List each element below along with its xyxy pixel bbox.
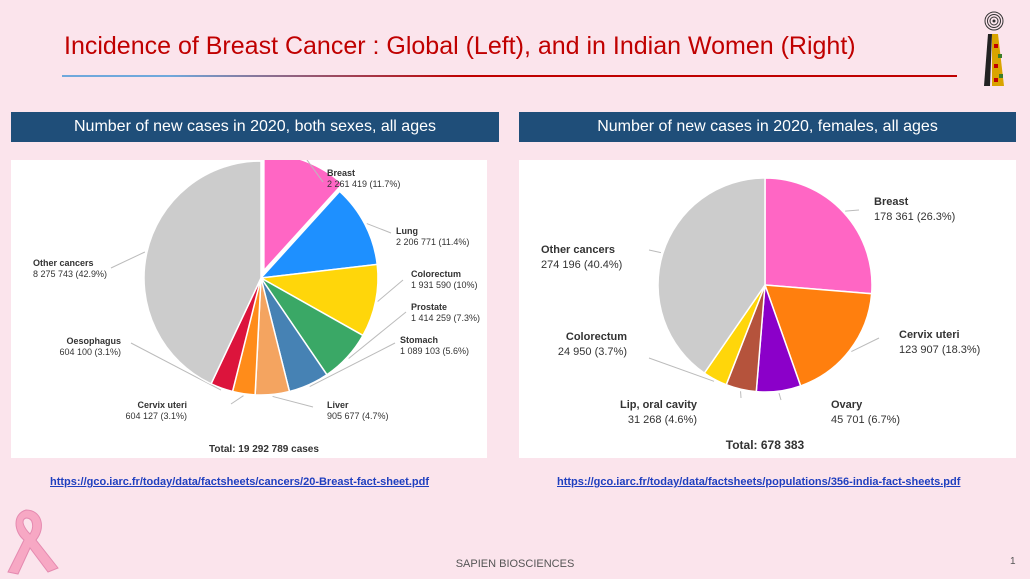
right-source-link[interactable]: https://gco.iarc.fr/today/data/factsheet… xyxy=(557,476,961,488)
leader-line-ovary xyxy=(778,392,782,401)
slice-value-breast: 178 361 (26.3%) xyxy=(874,211,955,223)
india-pie-chart: Breast 178 361 (26.3%) Cervix uteri 123 907… xyxy=(541,177,980,452)
slice-value-other-cancers: 274 196 (40.4%) xyxy=(541,259,622,271)
leader-line-liver xyxy=(272,395,314,408)
slice-label-lip-oral-cavity: Lip, oral cavity xyxy=(620,399,698,411)
leader-line-colorectum xyxy=(377,279,404,302)
slide-title: Incidence of Breast Cancer : Global (Lef… xyxy=(64,32,856,60)
slice-label-cervix-uteri: Cervix uteri xyxy=(137,400,187,410)
leader-line-breast xyxy=(306,160,324,183)
slice-value-cervix-uteri: 123 907 (18.3%) xyxy=(899,344,980,356)
leader-line-oesophagus xyxy=(130,342,222,391)
sapien-logo-icon xyxy=(984,11,1004,86)
leader-line-colorectum xyxy=(648,357,715,382)
pie-slice-cervix-uteri xyxy=(763,284,873,387)
slice-label-other-cancers: Other cancers xyxy=(33,258,94,268)
pie-slice-other-cancers xyxy=(657,177,766,375)
leader-line-prostate xyxy=(348,311,407,359)
page-number: 1 xyxy=(1010,556,1016,567)
slice-value-cervix-uteri: 604 127 (3.1%) xyxy=(125,411,187,421)
right-chart-header: Number of new cases in 2020, females, al… xyxy=(519,112,1016,142)
chart-total-label: Total: 678 383 xyxy=(726,438,805,452)
leader-line-other-cancers xyxy=(648,249,662,254)
slice-label-cervix-uteri: Cervix uteri xyxy=(899,329,960,341)
slice-value-prostate: 1 414 259 (7.3%) xyxy=(411,313,480,323)
slice-label-breast: Breast xyxy=(874,196,909,208)
left-chart-panel: Breast 2 261 419 (11.7%) Lung 2 206 771 (11… xyxy=(11,160,487,458)
slice-value-colorectum: 1 931 590 (10%) xyxy=(411,280,478,290)
slice-value-other-cancers: 8 275 743 (42.9%) xyxy=(33,269,107,279)
slice-value-oesophagus: 604 100 (3.1%) xyxy=(59,347,121,357)
pie-slice-breast xyxy=(263,160,344,273)
slice-label-ovary: Ovary xyxy=(831,399,863,411)
slice-value-liver: 905 677 (4.7%) xyxy=(327,411,389,421)
pie-slice-colorectum xyxy=(258,263,379,337)
pie-slice-breast xyxy=(764,177,873,295)
left-source-link[interactable]: https://gco.iarc.fr/today/data/factsheet… xyxy=(50,476,430,488)
leader-line-other-cancers xyxy=(110,251,146,269)
title-divider xyxy=(62,75,957,77)
pie-slice-lung xyxy=(259,190,379,279)
slice-label-colorectum: Colorectum xyxy=(411,269,461,279)
slice-label-colorectum: Colorectum xyxy=(566,331,627,343)
leader-line-lung xyxy=(366,223,392,234)
leader-line-stomach xyxy=(309,342,396,388)
left-chart-header: Number of new cases in 2020, both sexes,… xyxy=(11,112,499,142)
slice-value-colorectum: 24 950 (3.7%) xyxy=(558,346,627,358)
chart-total-label: Total: 19 292 789 cases xyxy=(209,444,319,455)
leader-line-cervix-uteri xyxy=(230,395,244,405)
slice-label-prostate: Prostate xyxy=(411,302,447,312)
slice-label-breast: Breast xyxy=(327,168,355,178)
footer-company: SAPIEN BIOSCIENCES xyxy=(455,558,575,570)
slice-value-lip-oral-cavity: 31 268 (4.6%) xyxy=(628,414,697,426)
slice-value-breast: 2 261 419 (11.7%) xyxy=(327,179,400,189)
slice-value-ovary: 45 701 (6.7%) xyxy=(831,414,900,426)
pie-slice-other-cancers xyxy=(143,160,262,385)
slice-label-other-cancers: Other cancers xyxy=(541,244,615,256)
slice-value-lung: 2 206 771 (11.4%) xyxy=(396,237,469,247)
leader-line-cervix-uteri xyxy=(851,337,880,352)
slice-label-liver: Liver xyxy=(327,400,349,410)
slice-label-oesophagus: Oesophagus xyxy=(66,336,121,346)
leader-line-breast xyxy=(845,209,860,212)
slice-value-stomach: 1 089 103 (5.6%) xyxy=(400,346,469,356)
right-chart-panel: Breast 178 361 (26.3%) Cervix uteri 123 907… xyxy=(519,160,1016,458)
slice-label-lung: Lung xyxy=(396,226,418,236)
pink-ribbon-icon xyxy=(7,509,59,575)
slice-label-stomach: Stomach xyxy=(400,335,438,345)
